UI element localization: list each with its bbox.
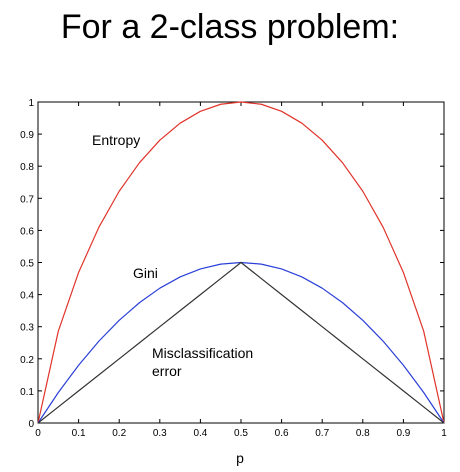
series-line-misclassification-error — [37, 261, 445, 424]
y-tick-label: 0 — [28, 419, 34, 430]
y-tick-label: 0.5 — [20, 259, 34, 270]
series-lines — [37, 101, 445, 424]
x-tick-label: 0.4 — [193, 428, 207, 439]
x-tick-label: 0.6 — [275, 428, 289, 439]
y-tick-label: 1 — [28, 98, 34, 109]
x-tick-label: 1 — [441, 428, 447, 439]
x-axis-label: p — [236, 450, 244, 466]
x-tick-label: 0.5 — [234, 428, 248, 439]
x-tick-label: 0 — [35, 428, 41, 439]
y-tick-label: 0.6 — [20, 226, 34, 237]
y-tick-label: 0.9 — [20, 130, 34, 141]
x-tick-label: 0.7 — [315, 428, 329, 439]
series-line-entropy — [37, 101, 445, 424]
slide-title: For a 2-class problem: — [60, 8, 400, 46]
y-tick-label: 0.3 — [20, 323, 34, 334]
series-line-gini — [37, 261, 445, 424]
x-tick-label: 0.2 — [112, 428, 126, 439]
y-tick-label: 0.1 — [20, 387, 34, 398]
x-tick-label: 0.1 — [72, 428, 86, 439]
x-tick-label: 0.3 — [153, 428, 167, 439]
y-tick-label: 0.4 — [20, 291, 34, 302]
misclassification-annotation-line2: error — [152, 363, 182, 379]
x-tick-label: 0.8 — [356, 428, 370, 439]
entropy-annotation: Entropy — [92, 132, 140, 148]
y-tick-label: 0.8 — [20, 162, 34, 173]
gini-annotation: Gini — [133, 265, 158, 281]
axes: 0 0.1 0.2 0.3 0.4 0.5 0.6 0.7 0.8 0.9 1 0 0.1 0.2 0.3 0… — [20, 98, 447, 439]
y-tick-label: 0.2 — [20, 355, 34, 366]
x-tick-label: 0.9 — [396, 428, 410, 439]
misclassification-annotation-line1: Misclassification — [152, 345, 253, 361]
y-tick-label: 0.7 — [20, 194, 34, 205]
